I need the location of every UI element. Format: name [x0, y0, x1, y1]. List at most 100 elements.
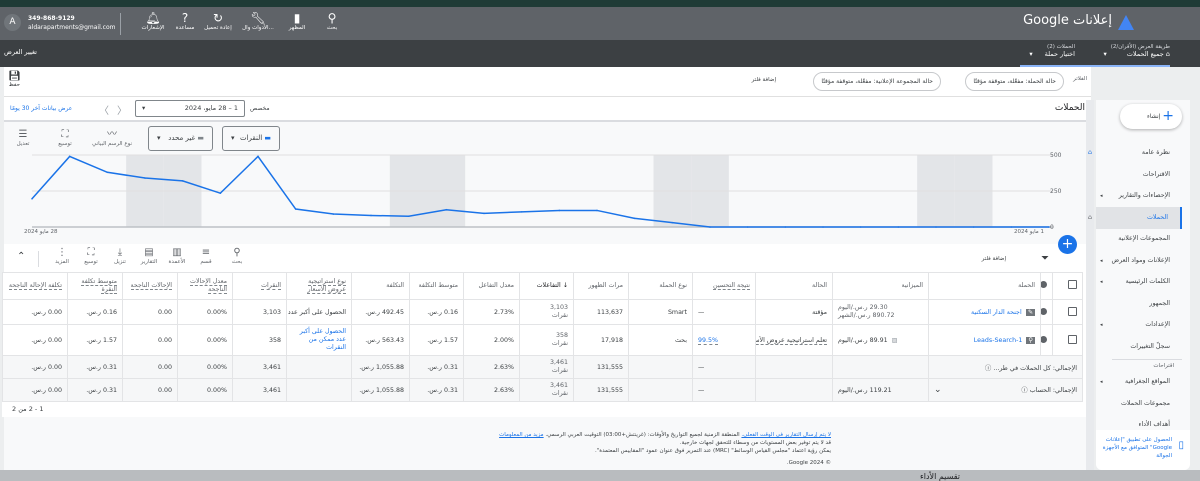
more-button[interactable]: ⋮ المزيد — [47, 247, 77, 265]
table-expand-button[interactable]: ⛶ توسيع — [76, 247, 106, 265]
date-mode: مخصص — [250, 105, 270, 112]
col-interaction-rate[interactable]: معدل التفاعل — [463, 272, 520, 300]
view-selector[interactable]: طريقة العرض (الأقران/2) ⌂ جميع الحملات ▾ — [1020, 44, 1170, 67]
date-range-picker[interactable]: 1 – 28 مايو، 2024 ▾ — [135, 100, 245, 117]
col-interactions[interactable]: ↓ التفاعلات — [519, 272, 574, 300]
segment-button[interactable]: ≡ قسم — [191, 247, 221, 265]
app-promo-link[interactable]: الحصول على تطبيق "إعلانات Google" المتوا… — [1102, 437, 1172, 459]
sidebar-item[interactable]: ◂ المواقع الجغرافية — [1096, 371, 1182, 393]
col-avg-cost[interactable]: متوسط التكلفة — [409, 272, 464, 300]
col-clicks[interactable]: النقرات — [232, 272, 287, 300]
save-button[interactable]: 💾︎ حفظ — [8, 71, 21, 88]
sidebar-item[interactable]: ◂ الإحصاءات والتقارير — [1096, 185, 1182, 207]
refresh-button[interactable]: ↻ إعادة تحميل — [196, 11, 240, 31]
col-type[interactable]: نوع الحملة — [628, 272, 693, 300]
campaigns-label: الحملات (2) — [1047, 44, 1075, 50]
filter-icon[interactable]: ⏷ — [1041, 253, 1049, 264]
google-ads-logo-icon — [1118, 15, 1134, 30]
view-value: جميع الحملات — [1126, 50, 1164, 58]
sidebar-item[interactable]: ◂ الإعدادات — [1096, 314, 1182, 336]
col-budget[interactable]: الميزانية — [832, 272, 929, 300]
help-button[interactable]: ? مساعدة — [163, 11, 207, 31]
scrollbar[interactable] — [1086, 100, 1094, 470]
prev-period-icon[interactable]: 〈 — [99, 106, 109, 117]
optimization-score-link[interactable]: 99.5% — [698, 336, 719, 345]
filter-chip-adgroup-status[interactable]: حالة المجموعة الإعلانية: مفعّلة، متوقفة … — [813, 72, 941, 91]
campaign-link[interactable]: Leads-Search-1 — [973, 336, 1023, 344]
sidebar-item[interactable]: سجلّ التغييرات — [1096, 336, 1182, 358]
sidebar-item[interactable]: الجمهور — [1096, 293, 1182, 315]
cost-cell: 563.43 ر.س. — [351, 324, 410, 356]
bottom-strip: تقسيم الأداء — [0, 470, 1200, 481]
col-status[interactable]: الحالة — [755, 272, 833, 300]
clicks-series-line — [31, 155, 1049, 228]
col-conversions[interactable]: الإحالات الناجحة — [122, 272, 178, 300]
table-add-filter[interactable]: إضافة فلتر — [981, 256, 1006, 262]
sidebar: + إنشاء ⌂ نظرة عامة الاقتراحات ◂ الإحصاءات و… — [1088, 100, 1190, 470]
change-view-button[interactable]: تغيير العرض — [4, 48, 37, 56]
col-cost[interactable]: التكلفة — [351, 272, 410, 300]
col-bid-strategy[interactable]: نوع استراتيجية عروض الأسعار — [286, 272, 352, 300]
help-icon[interactable]: ⓘ — [985, 364, 992, 372]
dropdown-icon: ▾ — [1029, 50, 1033, 58]
next-period-icon[interactable]: 〉 — [117, 106, 127, 117]
last-30-days-link[interactable]: عرض بيانات آخر 30 يومًا — [10, 105, 73, 112]
col-conv-rate[interactable]: معدل الإحالات الناجحة — [177, 272, 233, 300]
chevron-down-icon[interactable]: ⌄ — [934, 385, 942, 395]
col-optimization[interactable]: نتيجة التحسين — [692, 272, 756, 300]
sidebar-item[interactable]: ◂ الكلمات الرئيسية — [1096, 271, 1182, 293]
sidebar-item[interactable]: ⌂ الحملات — [1088, 206, 1182, 229]
bid-strategy-link[interactable]: الحصول على أكبر عدد ممكن من النقرات — [299, 328, 346, 351]
sidebar-item[interactable]: مجموعات الحملات — [1096, 393, 1182, 415]
more-info-link[interactable]: مزيد من المعلومات — [499, 432, 544, 438]
product-logo[interactable]: إعلانات Google — [1023, 13, 1112, 28]
filter-chip-campaign-status[interactable]: حالة الحملة: مفعّلة، متوقفة مؤقتًا — [965, 72, 1064, 91]
tools-button[interactable]: 🔧︎ الأدوات وال... — [236, 11, 280, 31]
notifications-button[interactable]: 🔔︎ الإشعارات — [131, 11, 175, 31]
metric-selector-2[interactable]: ▬ غير محدد ▾ — [148, 126, 213, 151]
row-checkbox[interactable] — [1052, 324, 1083, 356]
col-impressions[interactable]: مرات الظهور — [573, 272, 629, 300]
expand-arrow-icon: ◂ — [1100, 379, 1103, 385]
chart-expand-button[interactable]: ⛶ توسيع — [50, 129, 80, 147]
bid-strategy-cell: الحصول على أكبر عدد ممكن من النقرات — [286, 299, 352, 325]
total-label: الإجمالي: كل الحملات في طر... — [993, 364, 1077, 372]
avg-cpc-cell: 0.31 ر.س. — [67, 378, 123, 402]
campaign-selector[interactable]: الحملات (2) اختيار حملة ▾ — [1005, 44, 1075, 58]
campaign-link[interactable]: اجنحة الدار السكنية — [971, 308, 1022, 316]
account-id: 349-868-9129 — [28, 15, 75, 22]
download-button[interactable]: ⤓ تنزيل — [105, 247, 135, 265]
col-conv-rate-label: معدل الإحالات الناجحة — [190, 278, 227, 294]
sidebar-item[interactable]: ⌂ نظرة عامة — [1088, 142, 1182, 164]
appearance-button[interactable]: ▮ المظهر — [275, 11, 319, 31]
chart-type-button[interactable]: 〰 نوع الرسم البياني — [90, 129, 134, 147]
adjust-button[interactable]: ☰ تعديل — [8, 129, 38, 147]
row-checkbox[interactable] — [1052, 299, 1083, 325]
col-avg-cpc[interactable]: متوسط تكلفة النقرة — [67, 272, 123, 300]
total-label: الإجمالي: الحساب — [1029, 387, 1077, 394]
campaign-cell: ⚲Leads-Search-1 — [928, 324, 1041, 356]
select-all-checkbox[interactable] — [1052, 272, 1083, 300]
sidebar-item[interactable]: ◂ الإعلانات ومواد العرض — [1096, 250, 1182, 272]
add-filter-button[interactable]: إضافة فلتر — [751, 77, 776, 83]
metric-selector-1[interactable]: ▬ النقرات ▾ — [222, 126, 280, 151]
columns-button[interactable]: ▥ الأعمدة — [162, 247, 192, 265]
add-campaign-fab[interactable]: + — [1058, 235, 1077, 254]
collapse-icon[interactable]: ⌃ — [17, 251, 26, 262]
table-search-button[interactable]: ⚲ بحث — [222, 247, 252, 265]
sidebar-item[interactable]: المجموعات الإعلانية — [1096, 228, 1182, 250]
avatar[interactable]: A — [4, 14, 21, 31]
help-icon[interactable]: ⓘ — [1021, 387, 1028, 394]
sidebar-item[interactable]: أهداف الأداء — [1096, 414, 1182, 436]
status-learning[interactable]: تعلم استراتيجية عروض الأس... — [756, 336, 827, 345]
data-point — [68, 155, 71, 158]
col-campaign[interactable]: الحملة — [928, 272, 1041, 300]
create-button[interactable]: + إنشاء — [1120, 104, 1182, 129]
plus-icon: + — [1162, 108, 1174, 124]
realtime-link[interactable]: لا يتم إرسال التقارير في الوقت الفعلي. — [741, 432, 831, 438]
sidebar-item[interactable]: الاقتراحات — [1096, 164, 1182, 186]
col-cost-per-conv[interactable]: تكلفة الإحالة الناجحة — [2, 272, 68, 300]
search-button[interactable]: ⚲ بحث — [310, 11, 354, 31]
reports-button[interactable]: ▤ التقارير — [134, 247, 164, 265]
app-promo[interactable]: ▯ الحصول على تطبيق "إعلانات Google" المت… — [1096, 430, 1190, 470]
